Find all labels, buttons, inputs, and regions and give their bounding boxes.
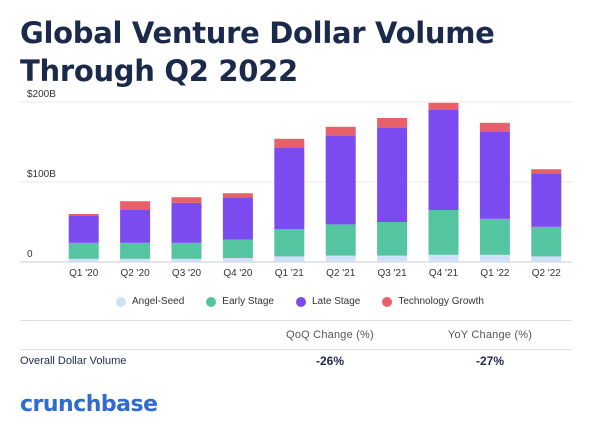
- qoq-header: QoQ Change (%): [286, 329, 374, 341]
- legend-item-technology-growth: Technology Growth: [382, 296, 484, 307]
- legend-label: Angel-Seed: [132, 296, 185, 307]
- y-tick-label: $100B: [27, 169, 56, 180]
- bar-segment-early-stage: [325, 224, 356, 256]
- table-header-row: QoQ Change (%) YoY Change (%): [20, 320, 572, 349]
- bar-segment-late-stage: [377, 127, 408, 222]
- bar-segment-early-stage: [479, 218, 510, 255]
- bar-segment-early-stage: [377, 222, 408, 256]
- bar-segment-late-stage: [325, 135, 356, 225]
- x-tick-label: Q2 '22: [532, 268, 562, 279]
- legend-item-late-stage: Late Stage: [295, 296, 361, 307]
- bar-segment-angel-seed: [222, 258, 253, 262]
- y-tick-label: 0: [27, 249, 33, 260]
- bar-segment-technology-growth: [274, 138, 305, 148]
- y-tick-label: $200B: [27, 89, 56, 100]
- legend-swatch-angel-seed: [116, 296, 127, 307]
- row-label: Overall Dollar Volume: [20, 355, 127, 367]
- bar-segment-early-stage: [68, 242, 99, 259]
- bar-segment-technology-growth: [531, 169, 562, 174]
- bar-segment-technology-growth: [428, 102, 459, 110]
- bar-segment-early-stage: [428, 210, 459, 255]
- bar-segment-technology-growth: [325, 126, 356, 136]
- x-tick-label: Q4 '20: [223, 268, 253, 279]
- bar-segment-angel-seed: [377, 255, 408, 262]
- bar-segment-technology-growth: [171, 197, 202, 203]
- yoy-header: YoY Change (%): [447, 329, 533, 341]
- change-table: QoQ Change (%) YoY Change (%) Overall Do…: [20, 320, 572, 372]
- crunchbase-logo: crunchbase: [20, 392, 158, 417]
- x-tick-label: Q4 '21: [429, 268, 459, 279]
- x-tick-label: Q1 '20: [69, 268, 99, 279]
- bar-segment-late-stage: [68, 215, 99, 243]
- legend-label: Technology Growth: [398, 296, 484, 307]
- table-row: Overall Dollar Volume -26% -27%: [20, 349, 572, 372]
- bar-segment-technology-growth: [377, 118, 408, 128]
- bar-segment-early-stage: [171, 242, 202, 259]
- bar-segment-late-stage: [428, 110, 459, 210]
- legend-label: Early Stage: [222, 296, 274, 307]
- bar-segment-early-stage: [531, 226, 562, 257]
- bar-segment-technology-growth: [120, 201, 151, 210]
- x-tick-label: Q3 '20: [172, 268, 202, 279]
- bar-segment-late-stage: [120, 210, 151, 243]
- x-tick-label: Q2 '21: [326, 268, 356, 279]
- bar-segment-late-stage: [479, 131, 510, 219]
- bar-segment-early-stage: [120, 242, 151, 259]
- chart-title: Global Venture Dollar Volume Through Q2 …: [20, 16, 495, 88]
- bar-segment-technology-growth: [479, 122, 510, 132]
- bar-segment-angel-seed: [274, 256, 305, 262]
- bar-segment-angel-seed: [325, 255, 356, 262]
- legend-swatch-late-stage: [295, 296, 306, 307]
- bar-segment-angel-seed: [120, 258, 151, 262]
- x-tick-label: Q1 '21: [275, 268, 305, 279]
- legend-swatch-technology-growth: [382, 296, 393, 307]
- bar-segment-early-stage: [222, 239, 253, 258]
- bar-segment-late-stage: [171, 202, 202, 243]
- yoy-value: -27%: [475, 354, 504, 368]
- bar-segment-technology-growth: [222, 193, 253, 198]
- bar-segment-late-stage: [222, 197, 253, 240]
- bar-segment-late-stage: [274, 147, 305, 230]
- bar-segment-angel-seed: [531, 256, 562, 262]
- stacked-bar-chart: $200B $100B 0 Q1 '20 Q2 '20 Q3 '20 Q4 '20 Q1 '2…: [20, 89, 572, 279]
- bar-segment-angel-seed: [171, 258, 202, 262]
- x-tick-label: Q3 '21: [378, 268, 408, 279]
- bar-segment-late-stage: [531, 173, 562, 227]
- chart-legend: Angel-Seed Early Stage Late Stage Techno…: [0, 296, 600, 307]
- bar-segment-angel-seed: [479, 254, 510, 262]
- legend-swatch-early-stage: [206, 296, 217, 307]
- bar-segment-technology-growth: [68, 214, 99, 216]
- bar-segment-early-stage: [274, 229, 305, 257]
- legend-item-angel-seed: Angel-Seed: [116, 296, 184, 307]
- legend-label: Late Stage: [311, 296, 361, 307]
- bar-segment-angel-seed: [428, 254, 459, 262]
- legend-item-early-stage: Early Stage: [206, 296, 274, 307]
- x-tick-label: Q1 '22: [480, 268, 510, 279]
- x-tick-label: Q2 '20: [121, 268, 151, 279]
- bar-segment-angel-seed: [68, 258, 99, 262]
- qoq-value: -26%: [315, 354, 344, 368]
